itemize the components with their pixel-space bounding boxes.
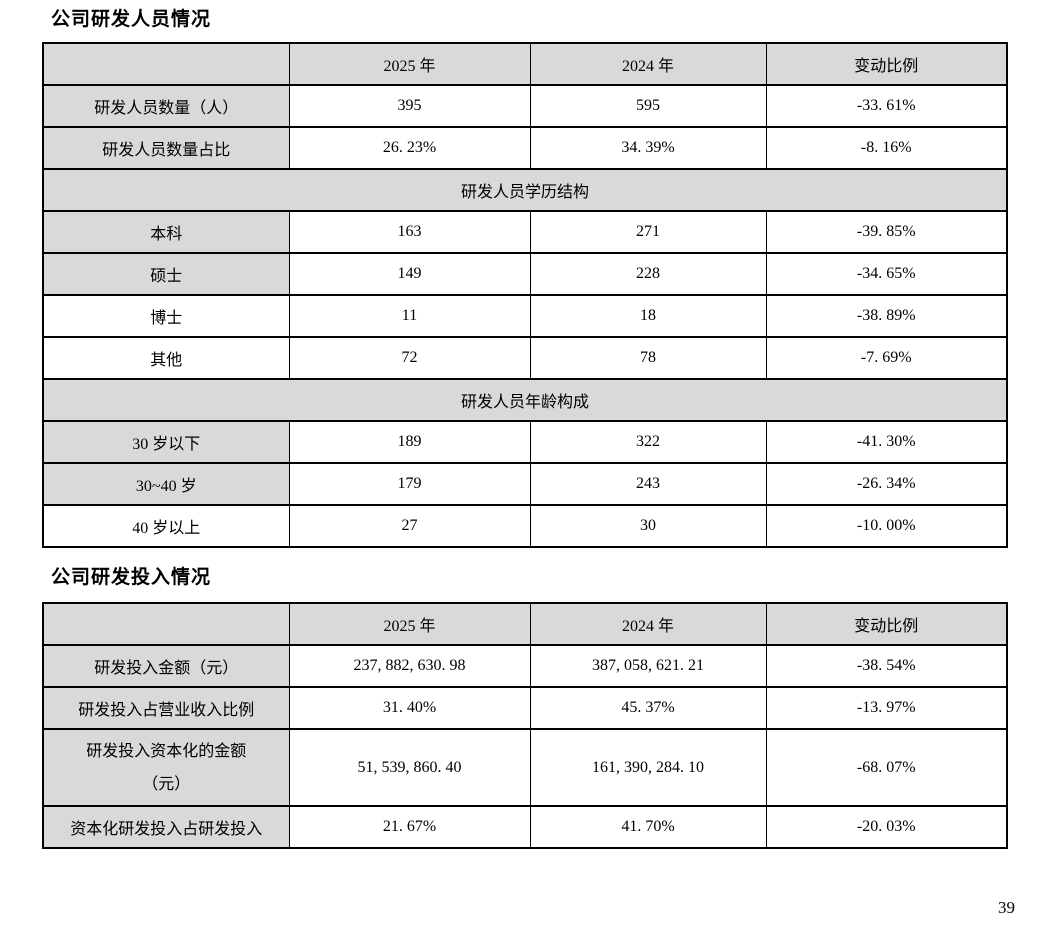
row-label: 30~40 岁 xyxy=(42,462,290,506)
cell-change: -10. 00% xyxy=(765,504,1008,548)
spacer xyxy=(0,548,1041,558)
header-2024: 2024 年 xyxy=(529,42,767,86)
spacer xyxy=(0,590,1041,602)
row-label: 其他 xyxy=(42,336,290,380)
cell-2025: 189 xyxy=(288,420,531,464)
section-header-label: 研发人员年龄构成 xyxy=(42,378,1008,422)
cell-change: -33. 61% xyxy=(765,84,1008,128)
row-label: 硕士 xyxy=(42,252,290,296)
table-row: 研发投入占营业收入比例 31. 40% 45. 37% -13. 97% xyxy=(42,686,1008,730)
cell-2025: 149 xyxy=(288,252,531,296)
row-label: 博士 xyxy=(42,294,290,338)
cell-2025: 72 xyxy=(288,336,531,380)
cell-2025: 179 xyxy=(288,462,531,506)
header-2025: 2025 年 xyxy=(288,602,531,646)
cell-2024: 30 xyxy=(529,504,767,548)
table-row: 40 岁以上 27 30 -10. 00% xyxy=(42,504,1008,548)
cell-2024: 228 xyxy=(529,252,767,296)
row-label: 30 岁以下 xyxy=(42,420,290,464)
cell-2024: 18 xyxy=(529,294,767,338)
cell-2024: 161, 390, 284. 10 xyxy=(529,728,767,807)
header-blank xyxy=(42,42,290,86)
page-number: 39 xyxy=(998,898,1015,917)
table-row: 30~40 岁 179 243 -26. 34% xyxy=(42,462,1008,506)
cell-change: -68. 07% xyxy=(765,728,1008,807)
cell-2024: 34. 39% xyxy=(529,126,767,170)
header-2025: 2025 年 xyxy=(288,42,531,86)
rd-personnel-table: 2025 年 2024 年 变动比例 研发人员数量（人） 395 595 -33… xyxy=(42,42,1008,548)
row-label: 资本化研发投入占研发投入 xyxy=(42,805,290,849)
section-header-education: 研发人员学历结构 xyxy=(42,168,1008,212)
rd-investment-table: 2025 年 2024 年 变动比例 研发投入金额（元） 237, 882, 6… xyxy=(42,602,1008,849)
cell-2025: 51, 539, 860. 40 xyxy=(288,728,531,807)
table-row: 资本化研发投入占研发投入 21. 67% 41. 70% -20. 03% xyxy=(42,805,1008,849)
header-2024: 2024 年 xyxy=(529,602,767,646)
table-row: 研发投入资本化的金额 （元） 51, 539, 860. 40 161, 390… xyxy=(42,728,1008,807)
row-label: 研发投入占营业收入比例 xyxy=(42,686,290,730)
cell-change: -41. 30% xyxy=(765,420,1008,464)
table-row: 本科 163 271 -39. 85% xyxy=(42,210,1008,254)
cell-change: -7. 69% xyxy=(765,336,1008,380)
row-label: 研发投入金额（元） xyxy=(42,644,290,688)
table-header-row: 2025 年 2024 年 变动比例 xyxy=(42,42,1008,86)
header-change: 变动比例 xyxy=(765,42,1008,86)
row-label: 研发人员数量占比 xyxy=(42,126,290,170)
row-label: 研发人员数量（人） xyxy=(42,84,290,128)
cell-2025: 21. 67% xyxy=(288,805,531,849)
cell-2025: 11 xyxy=(288,294,531,338)
cell-2024: 78 xyxy=(529,336,767,380)
row-label-line1: 研发投入资本化的金额 xyxy=(86,742,247,760)
rd-investment-title: 公司研发投入情况 xyxy=(51,567,212,588)
spacer xyxy=(0,32,1041,42)
cell-change: -20. 03% xyxy=(765,805,1008,849)
row-label: 40 岁以上 xyxy=(42,504,290,548)
rd-personnel-title: 公司研发人员情况 xyxy=(51,9,212,30)
section-header-age: 研发人员年龄构成 xyxy=(42,378,1008,422)
cell-change: -26. 34% xyxy=(765,462,1008,506)
cell-2025: 395 xyxy=(288,84,531,128)
table-header-row: 2025 年 2024 年 变动比例 xyxy=(42,602,1008,646)
cell-change: -34. 65% xyxy=(765,252,1008,296)
cell-2024: 41. 70% xyxy=(529,805,767,849)
header-blank xyxy=(42,602,290,646)
cell-2025: 237, 882, 630. 98 xyxy=(288,644,531,688)
cell-change: -38. 54% xyxy=(765,644,1008,688)
table-row: 研发投入金额（元） 237, 882, 630. 98 387, 058, 62… xyxy=(42,644,1008,688)
table-row: 30 岁以下 189 322 -41. 30% xyxy=(42,420,1008,464)
cell-change: -13. 97% xyxy=(765,686,1008,730)
cell-2025: 26. 23% xyxy=(288,126,531,170)
table-row: 博士 11 18 -38. 89% xyxy=(42,294,1008,338)
table-row: 其他 72 78 -7. 69% xyxy=(42,336,1008,380)
cell-change: -8. 16% xyxy=(765,126,1008,170)
cell-2025: 27 xyxy=(288,504,531,548)
cell-2024: 387, 058, 621. 21 xyxy=(529,644,767,688)
cell-change: -39. 85% xyxy=(765,210,1008,254)
row-label: 本科 xyxy=(42,210,290,254)
cell-2024: 595 xyxy=(529,84,767,128)
cell-2024: 271 xyxy=(529,210,767,254)
cell-2024: 243 xyxy=(529,462,767,506)
cell-2025: 31. 40% xyxy=(288,686,531,730)
row-label-line2: （元） xyxy=(142,775,191,793)
cell-2024: 322 xyxy=(529,420,767,464)
table-row: 研发人员数量（人） 395 595 -33. 61% xyxy=(42,84,1008,128)
row-label: 研发投入资本化的金额 （元） xyxy=(42,728,290,807)
cell-change: -38. 89% xyxy=(765,294,1008,338)
header-change: 变动比例 xyxy=(765,602,1008,646)
cell-2024: 45. 37% xyxy=(529,686,767,730)
cell-2025: 163 xyxy=(288,210,531,254)
table-row: 研发人员数量占比 26. 23% 34. 39% -8. 16% xyxy=(42,126,1008,170)
section-header-label: 研发人员学历结构 xyxy=(42,168,1008,212)
table-row: 硕士 149 228 -34. 65% xyxy=(42,252,1008,296)
